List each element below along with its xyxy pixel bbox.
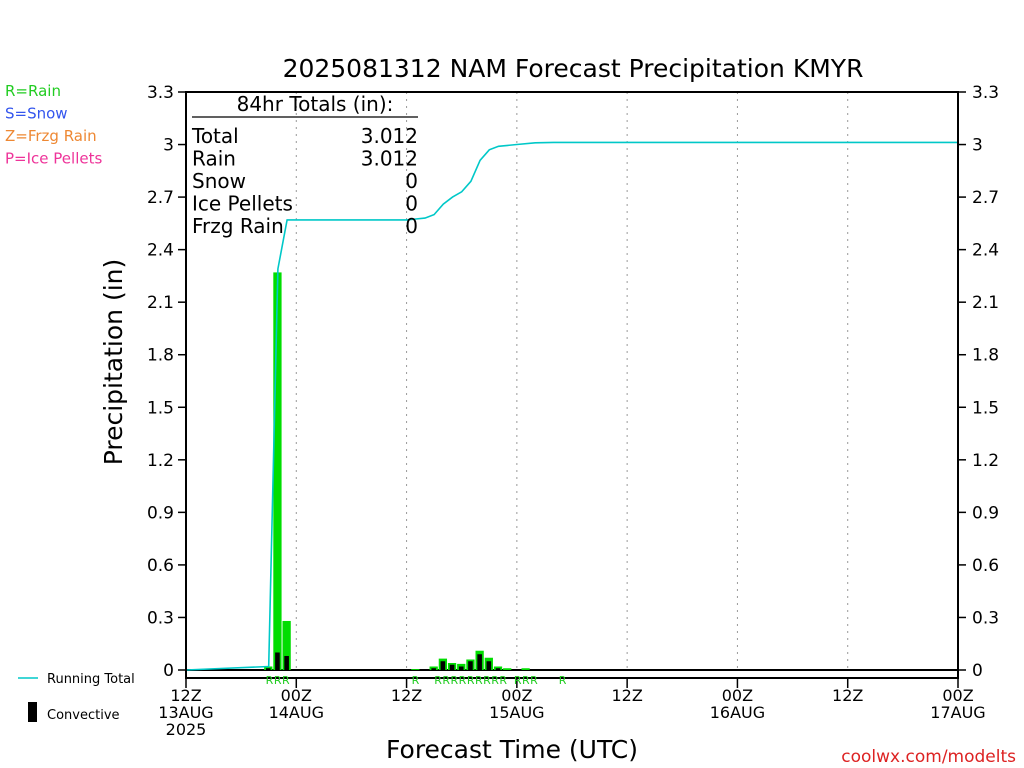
x-tick-label: 00Z <box>722 686 753 705</box>
convective-bar <box>265 668 271 670</box>
y-tick-label: 0 <box>163 661 174 681</box>
y-tick-label-right: 0 <box>972 661 983 681</box>
y-tick-label-right: 1.5 <box>972 398 999 418</box>
precip-type-legend-item: S=Snow <box>5 105 68 123</box>
rain-marker: R <box>559 674 567 687</box>
totals-box: 84hr Totals (in): Total 3.012 Rain 3.012 Snow… <box>191 92 418 238</box>
y-tick-label: 0.3 <box>147 608 174 628</box>
running-total-line <box>185 141 958 671</box>
convective-bar <box>486 661 492 670</box>
y-tick-label: 3 <box>163 136 174 156</box>
totals-row-value: 0 <box>405 214 418 238</box>
precip-bar <box>521 668 530 670</box>
credit-text[interactable]: coolwx.com/modelts <box>841 747 1016 767</box>
totals-heading: 84hr Totals (in): <box>237 92 394 116</box>
x-tick-label: 2025 <box>166 720 207 739</box>
grid-lines <box>295 92 849 670</box>
x-tick-label: 17AUG <box>930 703 985 722</box>
convective-bar <box>458 666 464 670</box>
precip-bars <box>264 272 530 670</box>
convective-legend-swatch <box>28 702 37 722</box>
convective-bar <box>477 654 482 670</box>
totals-row-label: Snow <box>192 169 246 193</box>
totals-row-label: Ice Pellets <box>192 192 293 216</box>
chart-title: 2025081312 NAM Forecast Precipitation KM… <box>283 54 864 83</box>
y-axis-ticks: 0 00.3 0.30.6 0.60.9 0.91.2 1.21.5 1.51.8 1.82.… <box>147 83 999 681</box>
x-tick-label: 14AUG <box>269 703 324 722</box>
x-tick-label: 13AUG <box>158 703 213 722</box>
totals-row-label: Frzg Rain <box>192 214 284 238</box>
y-tick-label: 2.4 <box>147 241 174 261</box>
y-tick-label: 3.3 <box>147 83 174 103</box>
x-tick-label: 12Z <box>611 686 642 705</box>
y-tick-label-right: 1.2 <box>972 451 999 471</box>
rain-marker: R <box>412 674 420 687</box>
totals-row-value: 0 <box>405 169 418 193</box>
y-tick-label: 1.5 <box>147 398 174 418</box>
x-tick-label: 16AUG <box>710 703 765 722</box>
y-tick-label-right: 0.3 <box>972 608 999 628</box>
totals-row-value: 0 <box>405 192 418 216</box>
totals-row-value: 3.012 <box>361 124 418 148</box>
y-tick-label-right: 3 <box>972 136 983 156</box>
x-tick-label: 12Z <box>832 686 863 705</box>
x-tick-label: 00Z <box>281 686 312 705</box>
y-tick-label: 2.1 <box>147 293 174 313</box>
y-axis-label: Precipitation (in) <box>99 259 128 466</box>
x-axis-label: Forecast Time (UTC) <box>386 735 638 764</box>
y-tick-label-right: 2.4 <box>972 241 999 261</box>
y-tick-label: 0.6 <box>147 556 174 576</box>
x-tick-label: 12Z <box>170 686 201 705</box>
y-tick-label-right: 0.6 <box>972 556 999 576</box>
convective-bar <box>449 664 455 670</box>
y-tick-label-right: 0.9 <box>972 503 999 523</box>
totals-row-label: Total <box>191 124 239 148</box>
convective-bar <box>284 655 289 670</box>
convective-bar <box>431 668 436 670</box>
precip-type-markers: RRR R RRRRRRRRR RRR R <box>266 674 567 687</box>
rain-marker: RRRRRRRRR <box>434 674 507 687</box>
precip-type-legend-item: Z=Frzg Rain <box>5 127 97 145</box>
precip-type-legend: R=Rain S=Snow Z=Frzg Rain P=Ice Pellets <box>5 82 102 168</box>
rain-marker: RRR <box>266 674 290 687</box>
x-tick-label: 00Z <box>501 686 532 705</box>
precip-bar <box>273 272 282 670</box>
y-tick-label-right: 3.3 <box>972 83 999 103</box>
convective-bar <box>468 661 473 670</box>
precip-type-legend-item: P=Ice Pellets <box>5 150 102 168</box>
y-tick-label-right: 2.1 <box>972 293 999 313</box>
y-tick-label: 1.8 <box>147 346 174 366</box>
precip-bar <box>503 668 512 670</box>
totals-row-value: 3.012 <box>361 147 418 171</box>
precip-bar <box>282 620 291 670</box>
y-tick-label: 1.2 <box>147 451 174 471</box>
plot-frame <box>185 91 959 679</box>
y-tick-label-right: 1.8 <box>972 346 999 366</box>
convective-bar <box>495 668 501 670</box>
y-tick-label-right: 2.7 <box>972 188 999 208</box>
precip-type-legend-item: R=Rain <box>5 82 61 100</box>
precip-bar <box>411 669 420 670</box>
series-legend: Running Total Convective <box>18 672 135 723</box>
convective-bar <box>440 661 446 670</box>
rain-marker: RRR <box>514 674 538 687</box>
convective-bar <box>275 652 280 670</box>
y-tick-label: 2.7 <box>147 188 174 208</box>
running-total-legend-label: Running Total <box>47 672 135 687</box>
convective-legend-label: Convective <box>47 708 120 723</box>
totals-row-label: Rain <box>192 147 236 171</box>
x-tick-label: 00Z <box>942 686 973 705</box>
y-tick-label: 0.9 <box>147 503 174 523</box>
x-tick-label: 15AUG <box>489 703 544 722</box>
x-tick-label: 12Z <box>391 686 422 705</box>
